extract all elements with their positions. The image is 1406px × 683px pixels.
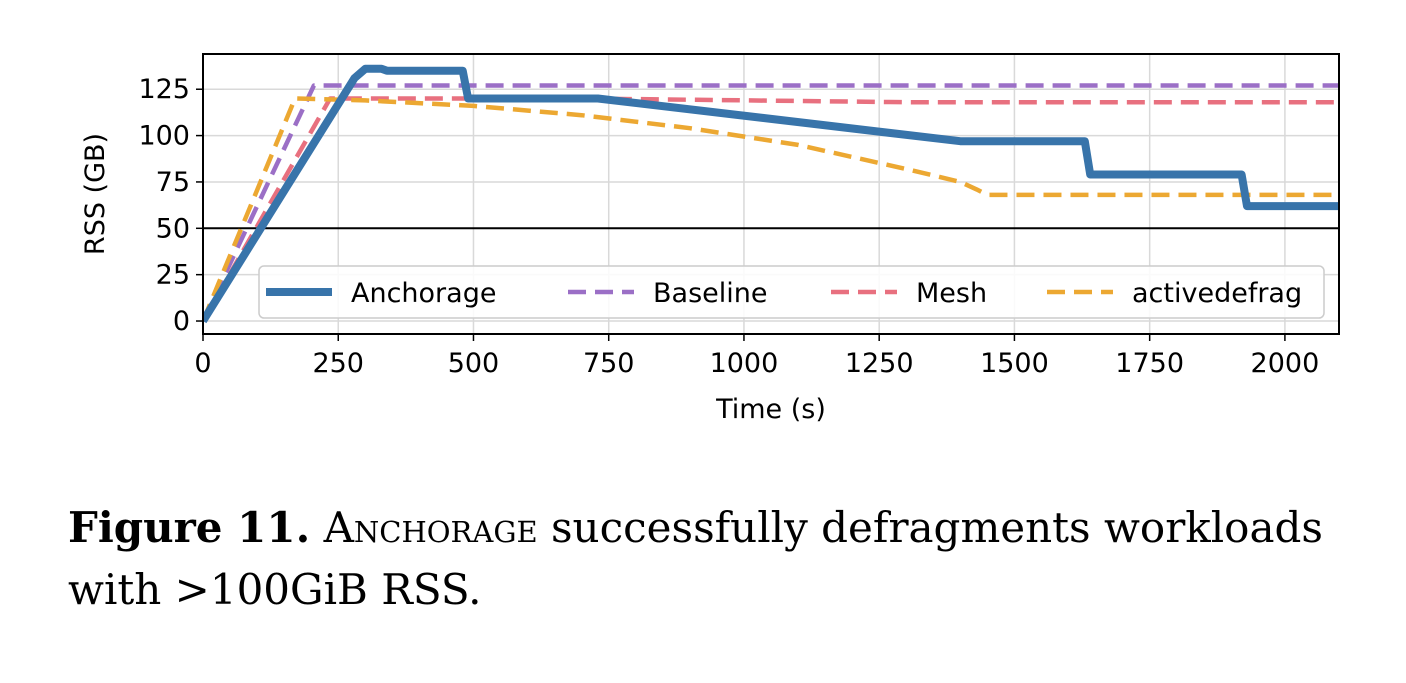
y-tick-label: 75 [156, 167, 190, 198]
figure-caption: Figure 11. Anchorage successfully defrag… [68, 497, 1378, 621]
series-line-mesh [203, 96, 1339, 323]
x-tick-label: 1750 [1115, 348, 1184, 379]
y-tick-label: 25 [156, 260, 190, 291]
x-tick-label: 0 [194, 348, 211, 379]
x-tick-label: 500 [448, 348, 500, 379]
y-tick-label: 125 [138, 74, 190, 105]
x-tick-label: 1500 [980, 348, 1049, 379]
figure-number: Figure 11. [68, 503, 311, 552]
y-tick-label: 100 [138, 121, 190, 152]
legend-label-activedefrag: activedefrag [1132, 278, 1302, 309]
x-tick-label: 2000 [1251, 348, 1320, 379]
series-line-activedefrag [203, 96, 1339, 322]
legend-label-anchorage: Anchorage [351, 278, 496, 309]
x-axis-label: Time (s) [715, 394, 826, 425]
series-line-baseline [203, 83, 1339, 322]
x-tick-label: 750 [583, 348, 635, 379]
y-tick-label: 50 [156, 213, 190, 244]
legend-label-mesh: Mesh [916, 278, 987, 309]
caption-system-name: Anchorage [323, 503, 538, 552]
x-tick-label: 250 [312, 348, 364, 379]
x-tick-label: 1000 [710, 348, 779, 379]
y-axis-label: RSS (GB) [80, 133, 111, 255]
axis-ticks: 0 250 500 750 1000 1250 1500 1750 2000 0 25 50 75 100… [138, 74, 1319, 379]
caption-text: successfully defragments workloads with … [68, 503, 1323, 614]
plot-frame [202, 53, 1340, 335]
legend-box [258, 265, 1325, 319]
series-group [203, 64, 1339, 324]
legend: Anchorage Baseline Mesh activedefrag [258, 265, 1325, 319]
y-tick-label: 0 [173, 306, 190, 337]
series-line-anchorage [203, 64, 1339, 324]
legend-label-baseline: Baseline [653, 278, 767, 309]
x-tick-label: 1250 [845, 348, 914, 379]
rss-line-chart: 0 250 500 750 1000 1250 1500 1750 2000 0 25 50 75 100… [80, 53, 1340, 425]
